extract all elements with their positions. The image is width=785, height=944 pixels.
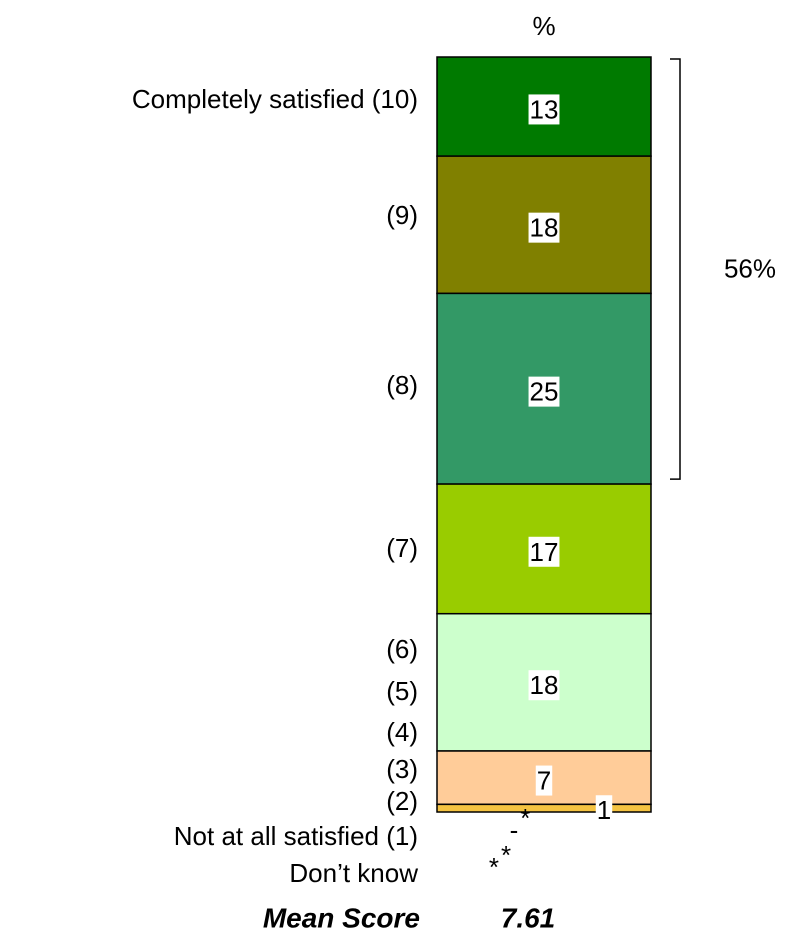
row-label: Don’t know [289,858,418,888]
value-label: 13 [530,94,559,124]
value-label-char: - [510,815,519,845]
value-label: 7 [537,766,551,796]
bracket-label: 56% [724,253,776,283]
row-label: Not at all satisfied (1) [174,821,418,851]
row-label: (6) [386,634,418,664]
value-label: -* [510,803,531,845]
value-label-bg [528,376,560,407]
value-label-bg [528,670,560,701]
value-label: 17 [530,537,559,567]
row-label: (9) [386,200,418,230]
row-label: (7) [386,533,418,563]
value-label-bg [535,765,553,796]
value-label-char: * [501,840,511,870]
row-label: Completely satisfied (10) [132,84,418,114]
value-label: 1 [597,795,611,825]
value-label-char: * [520,803,530,833]
bar-segment [436,803,652,813]
bracket [670,58,681,480]
row-label: (5) [386,676,418,706]
value-label: ** [489,840,511,882]
mean-value: 7.61 [501,902,556,933]
value-label-bg [528,212,560,243]
unit-label: % [532,11,555,41]
value-label-char: * [489,852,499,882]
value-label: 25 [530,377,559,407]
value-label: 18 [530,670,559,700]
mean-label: Mean Score [263,902,420,933]
value-label-bg [528,94,560,125]
value-label-bg [528,536,560,567]
row-label: (2) [386,786,418,816]
row-label: (3) [386,754,418,784]
row-label: (8) [386,370,418,400]
row-label: (4) [386,717,418,747]
value-label-bg [595,795,613,826]
value-label: 18 [530,213,559,243]
